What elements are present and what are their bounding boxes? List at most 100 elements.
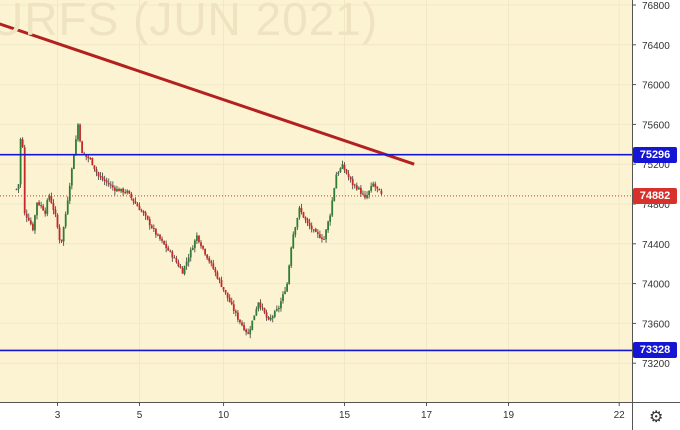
candle-body (93, 165, 96, 169)
candle-body (155, 228, 157, 235)
candle-body (169, 250, 172, 252)
candle-body (224, 289, 227, 293)
candle-body (331, 200, 334, 216)
candle-body (204, 249, 206, 255)
candle-body (44, 210, 47, 214)
x-tick-label: 15 (339, 410, 351, 421)
candle-body (177, 262, 180, 267)
candle-body (148, 219, 151, 226)
candle-body (193, 240, 196, 249)
candle-body (150, 225, 153, 229)
candle-body (282, 294, 284, 302)
candle-body (91, 157, 94, 166)
candle-body (372, 183, 375, 187)
candle-body (118, 188, 120, 192)
candle-body (319, 234, 321, 238)
candle-body (70, 168, 73, 186)
x-tick-label: 10 (218, 410, 230, 421)
candle-body (128, 190, 131, 194)
candle-body (161, 238, 163, 241)
candle-body (335, 174, 338, 189)
plot-area (0, 0, 632, 402)
candle-body (220, 280, 223, 287)
candle-body (360, 187, 362, 194)
y-tick-label: 75200 (642, 160, 670, 171)
candle-body (261, 307, 264, 309)
candle-body (95, 169, 98, 173)
candle-body (179, 266, 182, 269)
candle-body (15, 189, 18, 191)
candle-body (165, 243, 168, 249)
candle-body (144, 212, 147, 216)
candle-body (343, 164, 346, 171)
candle-body (27, 217, 30, 221)
candle-body (196, 235, 198, 241)
candle-body (66, 200, 69, 214)
candle-body (247, 332, 250, 334)
candle-body (314, 228, 317, 232)
candle-body (25, 213, 28, 218)
candle-body (316, 232, 319, 234)
candle-body (32, 223, 34, 231)
candle-body (265, 312, 268, 318)
x-tick-label: 19 (503, 410, 515, 421)
candle-body (75, 139, 77, 156)
symbol-watermark: URFS (JUN 2021) (0, 0, 379, 45)
candle-body (54, 209, 57, 215)
candle-body (124, 191, 127, 193)
candle-body (159, 234, 161, 240)
candle-body (87, 156, 90, 159)
candle-body (136, 203, 139, 207)
candle-body (275, 308, 278, 311)
candle-body (355, 185, 358, 190)
candle-body (79, 124, 81, 142)
candle-body (210, 261, 213, 264)
candle-body (290, 247, 293, 266)
candle-body (337, 172, 340, 175)
candle-body (230, 301, 233, 305)
candle-body (120, 188, 122, 192)
candle-body (321, 237, 323, 240)
candle-body (198, 235, 200, 243)
candle-body (17, 184, 20, 190)
candle-body (116, 188, 118, 192)
candle-body (68, 185, 71, 201)
candle-body (239, 319, 241, 323)
candle-body (138, 206, 141, 211)
candle-body (325, 229, 327, 240)
candle-body (214, 268, 217, 273)
candle-body (58, 227, 61, 241)
candle-body (284, 291, 286, 294)
candle-body (347, 173, 350, 177)
candle-body (191, 247, 194, 250)
x-tick-label: 17 (421, 410, 433, 421)
candle-body (378, 188, 381, 191)
candle-body (175, 258, 178, 263)
candle-body (237, 312, 239, 320)
candle-body (103, 179, 106, 182)
candle-body (111, 185, 114, 188)
candle-body (271, 316, 274, 319)
candle-body (60, 239, 63, 242)
y-tick-label: 76400 (642, 41, 670, 52)
candle-body (101, 176, 104, 180)
candle-body (173, 257, 176, 259)
candle-body (146, 215, 149, 220)
candle-body (376, 186, 379, 189)
candle-body (298, 207, 301, 218)
candle-body (353, 184, 356, 186)
candle-body (323, 238, 325, 240)
candle-body (114, 187, 116, 191)
candle-body (327, 221, 329, 231)
candle-body (339, 168, 342, 173)
candle-body (218, 278, 221, 280)
gear-icon[interactable]: ⚙ (649, 409, 664, 426)
candle-body (370, 186, 373, 191)
candle-body (97, 172, 100, 177)
candle-body (308, 222, 311, 227)
candle-body (269, 317, 272, 320)
candle-body (351, 178, 354, 185)
candle-body (181, 268, 184, 274)
